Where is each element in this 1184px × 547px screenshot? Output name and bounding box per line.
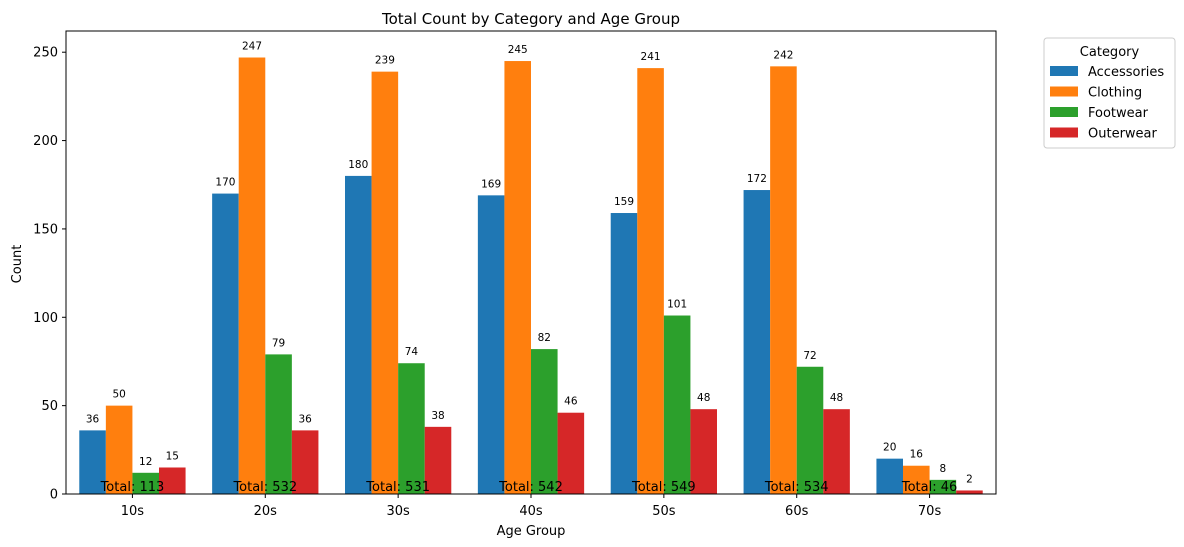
legend-entry-accessories: Accessories (1088, 65, 1164, 80)
x-tick-label-40s: 40s (519, 504, 543, 519)
data-label-accessories-30s: 180 (348, 159, 368, 171)
bar-accessories-40s (477, 195, 505, 494)
data-label-accessories-40s: 169 (481, 178, 501, 190)
data-label-clothing-60s: 242 (773, 49, 793, 61)
data-label-accessories-70s: 20 (883, 442, 896, 454)
x-tick-label-10s: 10s (121, 504, 145, 519)
data-label-clothing-20s: 247 (242, 41, 262, 53)
total-label-50s: Total: 549 (631, 480, 696, 495)
bar-clothing-30s (371, 71, 399, 495)
data-label-footwear-30s: 74 (405, 346, 419, 358)
bar-accessories-10s (79, 430, 106, 494)
bar-clothing-60s (770, 66, 797, 495)
bar-footwear-30s (398, 363, 425, 494)
bar-accessories-30s (345, 175, 372, 495)
data-label-accessories-50s: 159 (614, 196, 634, 208)
bar-footwear-40s (531, 349, 558, 494)
data-label-outerwear-30s: 38 (431, 410, 444, 422)
legend-swatch-accessories (1050, 66, 1078, 76)
x-tick-label-70s: 70s (918, 504, 942, 519)
legend-entry-outerwear: Outerwear (1088, 127, 1158, 142)
y-tick-label-50: 50 (41, 399, 58, 414)
bar-outerwear-20s (291, 430, 319, 494)
total-label-30s: Total: 531 (365, 480, 430, 495)
bar-footwear-10s (132, 472, 159, 494)
data-label-accessories-10s: 36 (86, 413, 100, 425)
data-label-clothing-40s: 245 (508, 44, 528, 56)
legend-swatch-clothing (1050, 86, 1078, 97)
total-label-20s: Total: 532 (232, 480, 297, 495)
x-axis-label: Age Group (497, 524, 566, 539)
bar-outerwear-50s (690, 409, 717, 494)
legend-swatch-footwear (1050, 107, 1078, 117)
x-tick-label-20s: 20s (254, 504, 278, 519)
bar-footwear-60s (796, 366, 824, 494)
total-label-60s: Total: 534 (764, 480, 829, 495)
legend-entry-clothing: Clothing (1088, 86, 1142, 101)
data-label-clothing-30s: 239 (375, 55, 395, 67)
bar-footwear-70s (929, 479, 957, 494)
data-label-clothing-50s: 241 (641, 51, 661, 63)
data-label-footwear-10s: 12 (139, 456, 152, 468)
data-label-clothing-70s: 16 (910, 449, 924, 461)
bar-outerwear-10s (159, 467, 186, 494)
bar-clothing-20s (238, 57, 266, 495)
data-label-footwear-40s: 82 (538, 332, 551, 344)
bar-outerwear-30s (424, 426, 452, 494)
data-label-clothing-10s: 50 (112, 389, 125, 401)
y-tick-label-150: 150 (33, 222, 58, 237)
y-tick-label-250: 250 (33, 46, 58, 61)
data-label-accessories-20s: 170 (215, 177, 235, 189)
data-label-footwear-70s: 8 (940, 463, 947, 475)
chart-title: Total Count by Category and Age Group (381, 10, 680, 28)
x-tick-label-30s: 30s (386, 504, 410, 519)
bar-accessories-70s (876, 458, 903, 494)
legend-swatch-outerwear (1050, 127, 1078, 138)
data-label-footwear-60s: 72 (803, 350, 816, 362)
legend-entry-footwear: Footwear (1088, 106, 1149, 121)
bar-accessories-20s (212, 193, 239, 495)
data-label-outerwear-60s: 48 (830, 392, 843, 404)
bar-accessories-60s (743, 190, 771, 494)
data-label-outerwear-70s: 2 (966, 473, 973, 485)
bar-accessories-50s (610, 213, 638, 494)
bar-outerwear-40s (557, 412, 585, 494)
bar-clothing-50s (637, 68, 664, 494)
bar-footwear-50s (663, 315, 691, 494)
y-axis-label: Count (10, 245, 25, 284)
bar-clothing-40s (504, 61, 531, 494)
bar-outerwear-70s (956, 490, 983, 494)
data-label-outerwear-10s: 15 (166, 450, 179, 462)
bar-clothing-70s (903, 465, 930, 494)
data-label-accessories-60s: 172 (747, 173, 767, 185)
legend-box (1043, 37, 1176, 149)
y-tick-label-200: 200 (33, 134, 58, 149)
y-tick-label-100: 100 (33, 311, 58, 326)
y-tick-label-0: 0 (50, 488, 58, 503)
x-tick-label-60s: 60s (785, 504, 809, 519)
data-label-outerwear-50s: 48 (697, 392, 710, 404)
x-tick-label-50s: 50s (652, 504, 676, 519)
data-label-outerwear-40s: 46 (564, 396, 578, 408)
data-label-outerwear-20s: 36 (298, 413, 312, 425)
legend: Category Accessories Clothing Footwear Outer… (1043, 37, 1176, 149)
total-label-10s: Total: 113 (100, 480, 165, 495)
legend-title: Category (1080, 45, 1140, 60)
total-label-70s: Total: 46 (901, 480, 957, 495)
bar-footwear-20s (265, 354, 292, 494)
total-label-40s: Total: 542 (498, 480, 563, 495)
bar-outerwear-60s (823, 409, 850, 494)
data-label-footwear-20s: 79 (272, 337, 285, 349)
data-label-footwear-50s: 101 (667, 299, 687, 311)
bar-clothing-10s (105, 405, 133, 494)
